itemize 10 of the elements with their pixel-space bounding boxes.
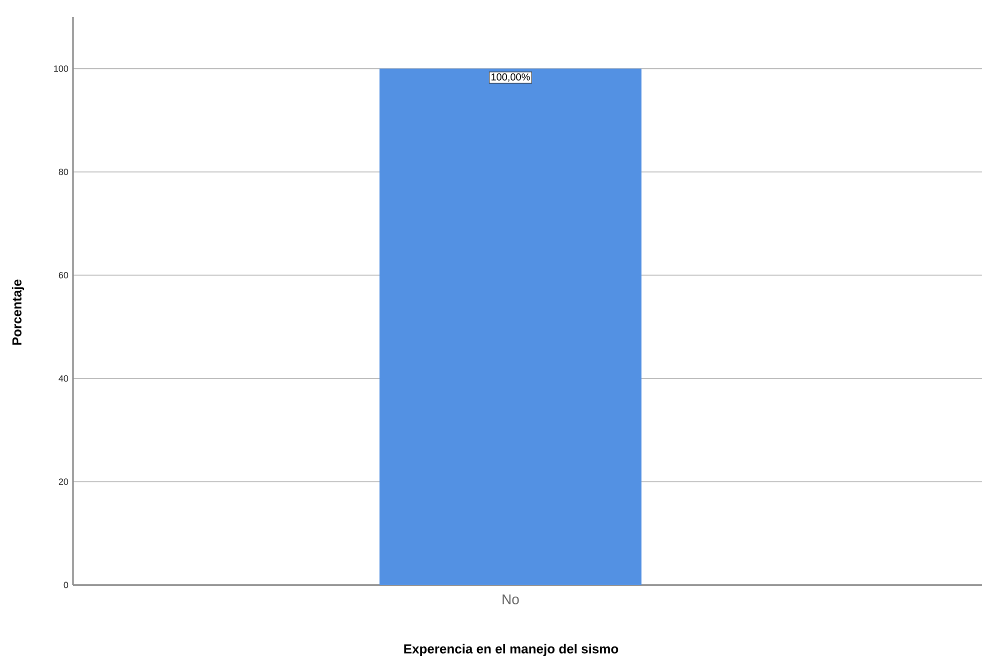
data-label: 100,00% [492,73,530,82]
y-tick-label: 80 [58,168,68,176]
y-tick-label: 60 [58,272,68,278]
y-axis-title: Porcentaje [12,280,24,345]
y-tick-label: 40 [58,375,68,382]
y-tick-label: 100 [54,65,68,72]
y-tick-label: 20 [58,478,68,485]
y-tick-label: 0 [64,582,68,588]
x-axis-title: Experencia en el manejo del sismo [404,644,618,656]
x-tick-label: No [502,594,519,604]
